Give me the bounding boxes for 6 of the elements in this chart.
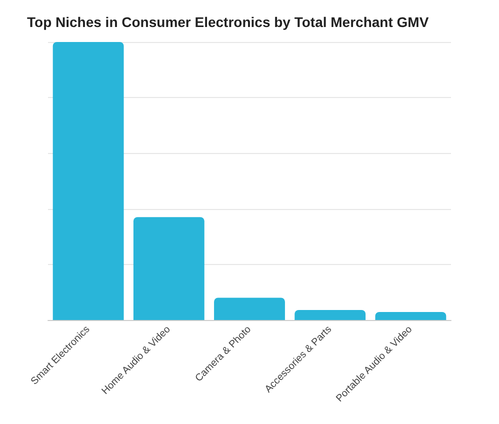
bar <box>375 312 446 320</box>
bar <box>214 298 285 320</box>
bar <box>294 310 366 320</box>
bar <box>52 42 124 320</box>
chart-title: Top Niches in Consumer Electronics by Total Merchant GMV <box>27 14 430 30</box>
bar <box>133 217 204 320</box>
